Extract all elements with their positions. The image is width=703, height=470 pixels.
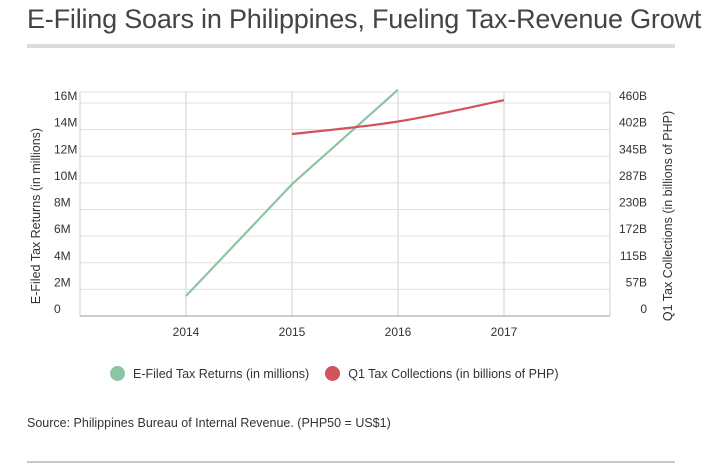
y-tick-label-right: 460B <box>619 89 647 103</box>
series-line-tax-collections <box>291 99 505 136</box>
x-tick-label: 2014 <box>173 325 200 339</box>
y-tick-label-left: 2M <box>54 275 71 289</box>
chart-title: E-Filing Soars in Philippines, Fueling T… <box>27 4 703 34</box>
y-tick-label-left: 16M <box>54 89 77 103</box>
y-tick-label-left: 0 <box>54 302 61 316</box>
source-note: Source: Philippines Bureau of Internal R… <box>27 416 391 430</box>
y-tick-label-right: 115B <box>620 249 647 263</box>
legend-item-efiled[interactable]: E-Filed Tax Returns (in millions) <box>110 366 309 381</box>
legend: E-Filed Tax Returns (in millions) Q1 Tax… <box>110 366 575 381</box>
y-tick-label-left: 14M <box>54 116 77 130</box>
legend-label-efiled: E-Filed Tax Returns (in millions) <box>133 366 310 381</box>
y-tick-label-left: 4M <box>54 249 71 263</box>
bottom-divider <box>27 461 675 463</box>
y-tick-label-right: 402B <box>619 116 647 130</box>
x-tick-label: 2015 <box>279 325 306 339</box>
legend-swatch-efiled <box>110 366 125 381</box>
y-tick-label-right: 57B <box>626 275 647 289</box>
y-axis-title-right: Q1 Tax Collections (in billions of PHP) <box>661 111 675 321</box>
legend-swatch-tax-collections <box>325 366 341 381</box>
x-tick-label: 2016 <box>385 325 412 339</box>
legend-item-tax-collections[interactable]: Q1 Tax Collections (in billions of PHP) <box>325 366 559 381</box>
x-tick-label: 2017 <box>491 325 518 339</box>
legend-label-tax-collections: Q1 Tax Collections (in billions of PHP) <box>348 366 559 381</box>
chart-area: 0 2M 4M 6M 8M 10M 12M 14M 16M 0 57B 115B 172B 230B 287… <box>29 88 675 339</box>
y-tick-label-right: 287B <box>619 169 647 183</box>
y-tick-label-left: 8M <box>54 196 71 210</box>
y-tick-label-left: 12M <box>54 142 77 156</box>
title-divider <box>27 44 675 48</box>
y-tick-label-right: 172B <box>619 222 647 236</box>
y-tick-label-left: 10M <box>54 169 77 183</box>
y-tick-label-right: 345B <box>619 142 647 156</box>
y-axis-title-left: E-Filed Tax Returns (in millions) <box>29 128 43 304</box>
y-tick-label-left: 6M <box>54 222 71 236</box>
y-tick-label-right: 230B <box>619 196 647 210</box>
y-tick-label-right: 0 <box>640 302 647 316</box>
series-line-efiled <box>185 88 399 297</box>
